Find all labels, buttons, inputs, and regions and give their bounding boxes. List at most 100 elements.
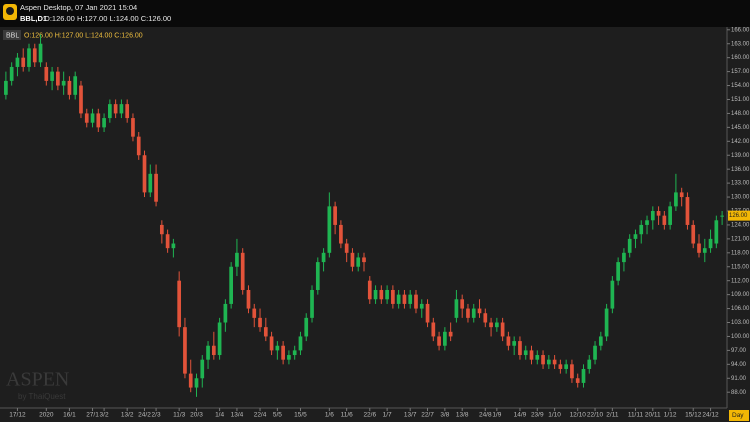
candle-body [633, 234, 638, 239]
candle-body [575, 378, 580, 383]
candle-body [529, 350, 534, 360]
candle-body [367, 280, 372, 300]
candle-body [402, 294, 407, 304]
candle-body [177, 280, 182, 328]
candle-body [9, 66, 14, 81]
candle-body [4, 80, 8, 95]
period-label: Day [732, 412, 744, 419]
candle-body [396, 294, 401, 304]
x-tick-label: 23/9 [531, 412, 544, 419]
candle-body [593, 345, 597, 360]
candle-body [454, 299, 459, 318]
candle-body [391, 289, 395, 304]
candle-body [333, 206, 337, 225]
candle-body [194, 378, 199, 388]
candle-body [500, 322, 505, 337]
candle-body [142, 155, 147, 193]
candle-body [523, 350, 528, 356]
period-badge [729, 410, 749, 421]
candle-body [235, 252, 239, 267]
candle-body [541, 355, 545, 365]
candle-body [38, 43, 43, 63]
candle-body [200, 359, 205, 379]
candle-body [674, 192, 678, 207]
candle-body [15, 57, 20, 67]
x-tick-label: 14/9 [514, 412, 527, 419]
y-tick-label: 151.00 [731, 97, 750, 103]
x-tick-label: 11/6 [341, 412, 354, 419]
x-tick-label: 13/2 [121, 412, 134, 419]
chart-legend: O:126.00 H:127.00 L:124.00 C:126.00 [24, 32, 143, 39]
candle-body [598, 336, 603, 346]
ohlc-summary: O:126.00 H:127.00 L:124.00 C:126.00 [44, 14, 171, 23]
candle-body [437, 336, 441, 346]
candle-body [108, 104, 112, 119]
y-tick-label: 121.00 [731, 236, 750, 242]
app-logo-mark [6, 7, 14, 15]
x-tick-label: 16/1 [63, 412, 76, 419]
y-tick-label: 157.00 [731, 69, 750, 75]
candle-body [535, 355, 540, 360]
candle-body [67, 80, 72, 95]
candle-body [321, 252, 326, 263]
y-tick-label: 109.00 [731, 292, 750, 298]
x-tick-label: 2/11 [606, 412, 619, 419]
candle-body [460, 299, 465, 309]
y-tick-label: 115.00 [731, 264, 750, 270]
candle-body [310, 289, 314, 318]
candle-body [344, 243, 349, 253]
candle-body [154, 173, 158, 202]
watermark: ASPEN [6, 369, 69, 391]
candle-body [627, 238, 632, 253]
y-tick-label: 91.00 [731, 376, 747, 382]
candle-body [379, 289, 384, 300]
candle-body [136, 136, 141, 156]
x-tick-label: 12/10 [570, 412, 587, 419]
x-tick-label: 1/7 [383, 412, 392, 419]
candle-body [21, 57, 26, 67]
app-title: Aspen Desktop, 07 Jan 2021 15:04 [20, 3, 137, 12]
candle-body [113, 104, 118, 114]
candle-body [61, 80, 66, 86]
time-axis [0, 408, 727, 422]
candle-body [443, 331, 447, 346]
y-tick-label: 124.00 [731, 223, 750, 229]
candle-body [581, 368, 586, 383]
candle-body [604, 308, 609, 337]
x-tick-label: 1/4 [215, 412, 224, 419]
candle-body [148, 173, 153, 193]
candle-body [656, 210, 661, 216]
chart-symbol: BBL [6, 32, 19, 39]
candle-body [32, 48, 37, 63]
y-tick-label: 133.00 [731, 181, 750, 187]
candle-body [587, 359, 592, 369]
candle-body [339, 224, 343, 244]
watermark-sub: by ThaiQuest [18, 392, 66, 401]
y-tick-label: 163.00 [731, 41, 750, 47]
y-tick-label: 148.00 [731, 111, 750, 117]
candle-body [252, 308, 257, 318]
candle-body [356, 257, 361, 267]
candle-body [188, 373, 193, 388]
y-tick-label: 154.00 [731, 83, 750, 89]
candle-body [183, 327, 187, 374]
candle-body [564, 364, 569, 369]
candle-body [373, 289, 378, 300]
candle-body [102, 118, 106, 128]
candle-body [483, 313, 488, 323]
candle-body [90, 113, 95, 123]
y-tick-label: 112.00 [731, 278, 750, 284]
x-tick-label: 1/12 [664, 412, 677, 419]
candle-body [206, 345, 210, 360]
x-tick-label: 24/2 [138, 412, 151, 419]
y-tick-label: 97.00 [731, 348, 747, 354]
candle-body [56, 71, 60, 86]
x-tick-label: 24/12 [702, 412, 719, 419]
x-tick-label: 5/5 [273, 412, 282, 419]
x-tick-label: 11/3 [173, 412, 186, 419]
x-tick-label: 3/2 [100, 412, 109, 419]
candle-body [679, 192, 684, 198]
candle-body [125, 104, 130, 119]
candle-body [211, 345, 216, 356]
candle-body [650, 210, 655, 221]
